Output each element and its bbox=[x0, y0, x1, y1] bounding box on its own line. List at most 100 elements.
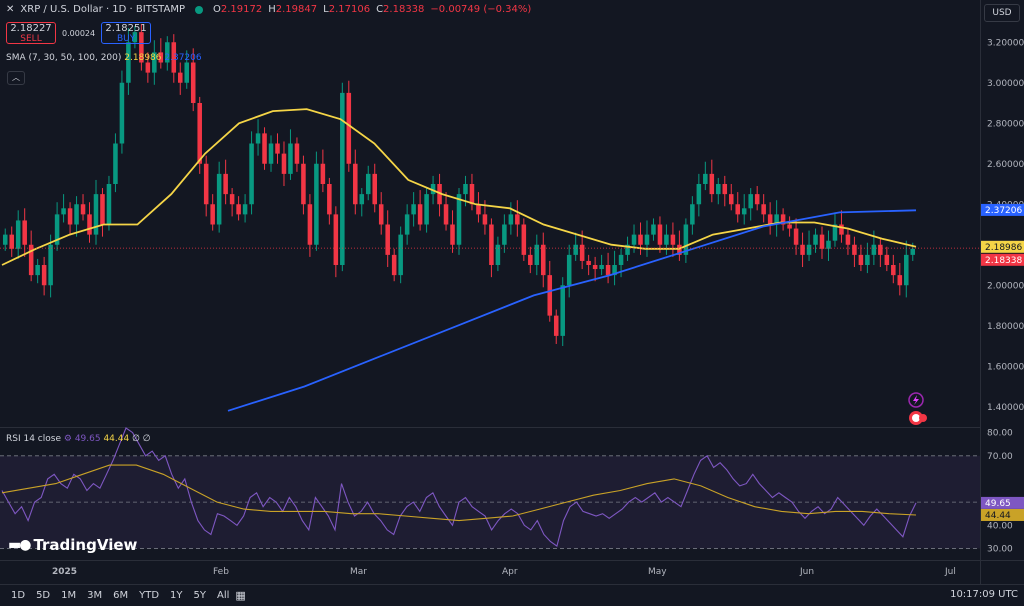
rsi-legend[interactable]: RSI 14 close ⚙ 49.65 44.44 ∅ ∅ bbox=[6, 434, 151, 444]
candle-body bbox=[625, 244, 630, 255]
candle-body bbox=[469, 184, 475, 205]
price-tag bbox=[981, 240, 1024, 253]
symbol-header: ✕ XRP / U.S. Dollar · 1D · BITSTAMP O 2.1… bbox=[6, 4, 531, 15]
price-tag bbox=[981, 203, 1024, 216]
candle-body bbox=[9, 234, 14, 249]
sell-price: 2.18227 bbox=[10, 23, 52, 34]
sma-value-2: 2.37206 bbox=[164, 53, 202, 63]
candle-body bbox=[891, 265, 896, 276]
candle-body bbox=[521, 224, 527, 255]
collapse-legend-icon[interactable]: ︿ bbox=[7, 71, 25, 85]
candle-body bbox=[904, 254, 909, 286]
time-tick-label: Jun bbox=[799, 567, 814, 577]
timeframe-1d[interactable]: 1D bbox=[11, 590, 26, 601]
candle-body bbox=[845, 234, 851, 245]
candle-body bbox=[314, 163, 319, 245]
time-tick-label: Apr bbox=[502, 567, 518, 577]
high-label: H bbox=[268, 4, 276, 15]
candle-body bbox=[839, 224, 844, 235]
rsi-label: RSI 14 close bbox=[6, 434, 61, 444]
low-label: L bbox=[323, 4, 329, 15]
candle-body bbox=[48, 244, 53, 286]
rsi-ma-line bbox=[1, 464, 917, 522]
open-label: O bbox=[213, 4, 221, 15]
timeframe-1m[interactable]: 1M bbox=[61, 590, 77, 601]
candle-body bbox=[320, 163, 326, 184]
candle-body bbox=[236, 204, 241, 215]
settings-icon[interactable]: ⚙ bbox=[63, 434, 72, 444]
candle-body bbox=[767, 214, 773, 225]
candle-body bbox=[346, 92, 352, 164]
candle-body bbox=[586, 260, 591, 265]
price-tag-label: 2.18986 bbox=[985, 243, 1022, 253]
candle-body bbox=[67, 208, 73, 225]
candle-body bbox=[216, 173, 222, 225]
candle-body bbox=[865, 254, 870, 265]
candle-body bbox=[171, 42, 177, 73]
candle-body bbox=[878, 244, 883, 255]
close-label: C bbox=[376, 4, 384, 15]
time-tick-label: Mar bbox=[350, 567, 367, 577]
candle-body bbox=[61, 208, 66, 215]
candle-body bbox=[262, 133, 267, 164]
candle-body bbox=[437, 184, 442, 205]
candle-body bbox=[774, 214, 779, 225]
candle-body bbox=[748, 194, 753, 209]
candle-body bbox=[281, 153, 287, 174]
currency-selector[interactable]: USD bbox=[984, 4, 1020, 22]
candle-body bbox=[177, 72, 183, 83]
rsi-tick-label: 40.00 bbox=[987, 521, 1013, 531]
candle-body bbox=[333, 214, 339, 265]
rsi-line bbox=[1, 427, 917, 548]
clock[interactable]: 10:17:09 UTC bbox=[950, 589, 1018, 600]
tradingview-logo-icon: ▬● bbox=[8, 537, 31, 553]
candle-body bbox=[897, 275, 903, 286]
sma-label: SMA (7, 30, 50, 100, 200) bbox=[6, 53, 122, 63]
timeframe-6m[interactable]: 6M bbox=[113, 590, 129, 601]
sell-button[interactable]: 2.18227 SELL bbox=[6, 22, 56, 44]
candle-body bbox=[813, 234, 818, 245]
timeframe-5d[interactable]: 5D bbox=[36, 590, 51, 601]
candle-body bbox=[126, 42, 131, 83]
timeframe-1y[interactable]: 1Y bbox=[170, 590, 183, 601]
candle-body bbox=[229, 194, 235, 205]
candle-body bbox=[424, 194, 429, 225]
candle-body bbox=[145, 62, 151, 73]
candle-body bbox=[132, 32, 138, 43]
sma-legend[interactable]: SMA (7, 30, 50, 100, 200) 2.18986 2.3720… bbox=[6, 53, 202, 63]
buy-button[interactable]: 2.18251 BUY bbox=[101, 22, 152, 44]
timeframe-5y[interactable]: 5Y bbox=[193, 590, 207, 601]
timeframe-ytd[interactable]: YTD bbox=[139, 590, 160, 601]
close-icon[interactable]: ✕ bbox=[6, 4, 15, 15]
candle-body bbox=[411, 204, 416, 215]
sma-long-line bbox=[227, 209, 917, 412]
timeframe-all[interactable]: All bbox=[217, 590, 230, 601]
rsi-tick-label: 80.00 bbox=[987, 429, 1013, 439]
candle-body bbox=[722, 184, 728, 195]
price-tick-label: 3.20000 bbox=[987, 38, 1024, 48]
symbol-title[interactable]: XRP / U.S. Dollar · 1D · BITSTAMP bbox=[20, 4, 185, 15]
candle-body bbox=[884, 254, 890, 265]
candle-body bbox=[502, 224, 507, 245]
candle-body bbox=[372, 173, 377, 205]
candle-body bbox=[787, 224, 792, 229]
timeframe-3m[interactable]: 3M bbox=[87, 590, 103, 601]
candle-body bbox=[93, 194, 99, 235]
candle-body bbox=[359, 194, 365, 205]
events-icons[interactable] bbox=[906, 392, 930, 428]
candle-body bbox=[106, 184, 112, 225]
candle-body bbox=[113, 143, 118, 184]
price-axis: 3.200003.000002.800002.600002.400002.200… bbox=[52, 38, 1024, 577]
candle-body bbox=[638, 234, 643, 245]
candle-body bbox=[573, 244, 578, 255]
rsi-tag bbox=[981, 508, 1024, 521]
candle-body bbox=[515, 214, 520, 225]
candle-body bbox=[80, 204, 86, 215]
low-value: 2.17106 bbox=[328, 4, 371, 15]
calendar-icon[interactable]: ▦ bbox=[235, 589, 246, 602]
candle-body bbox=[651, 224, 656, 235]
candle-body bbox=[365, 173, 371, 195]
candle-body bbox=[534, 244, 540, 265]
candle-body bbox=[858, 254, 864, 265]
